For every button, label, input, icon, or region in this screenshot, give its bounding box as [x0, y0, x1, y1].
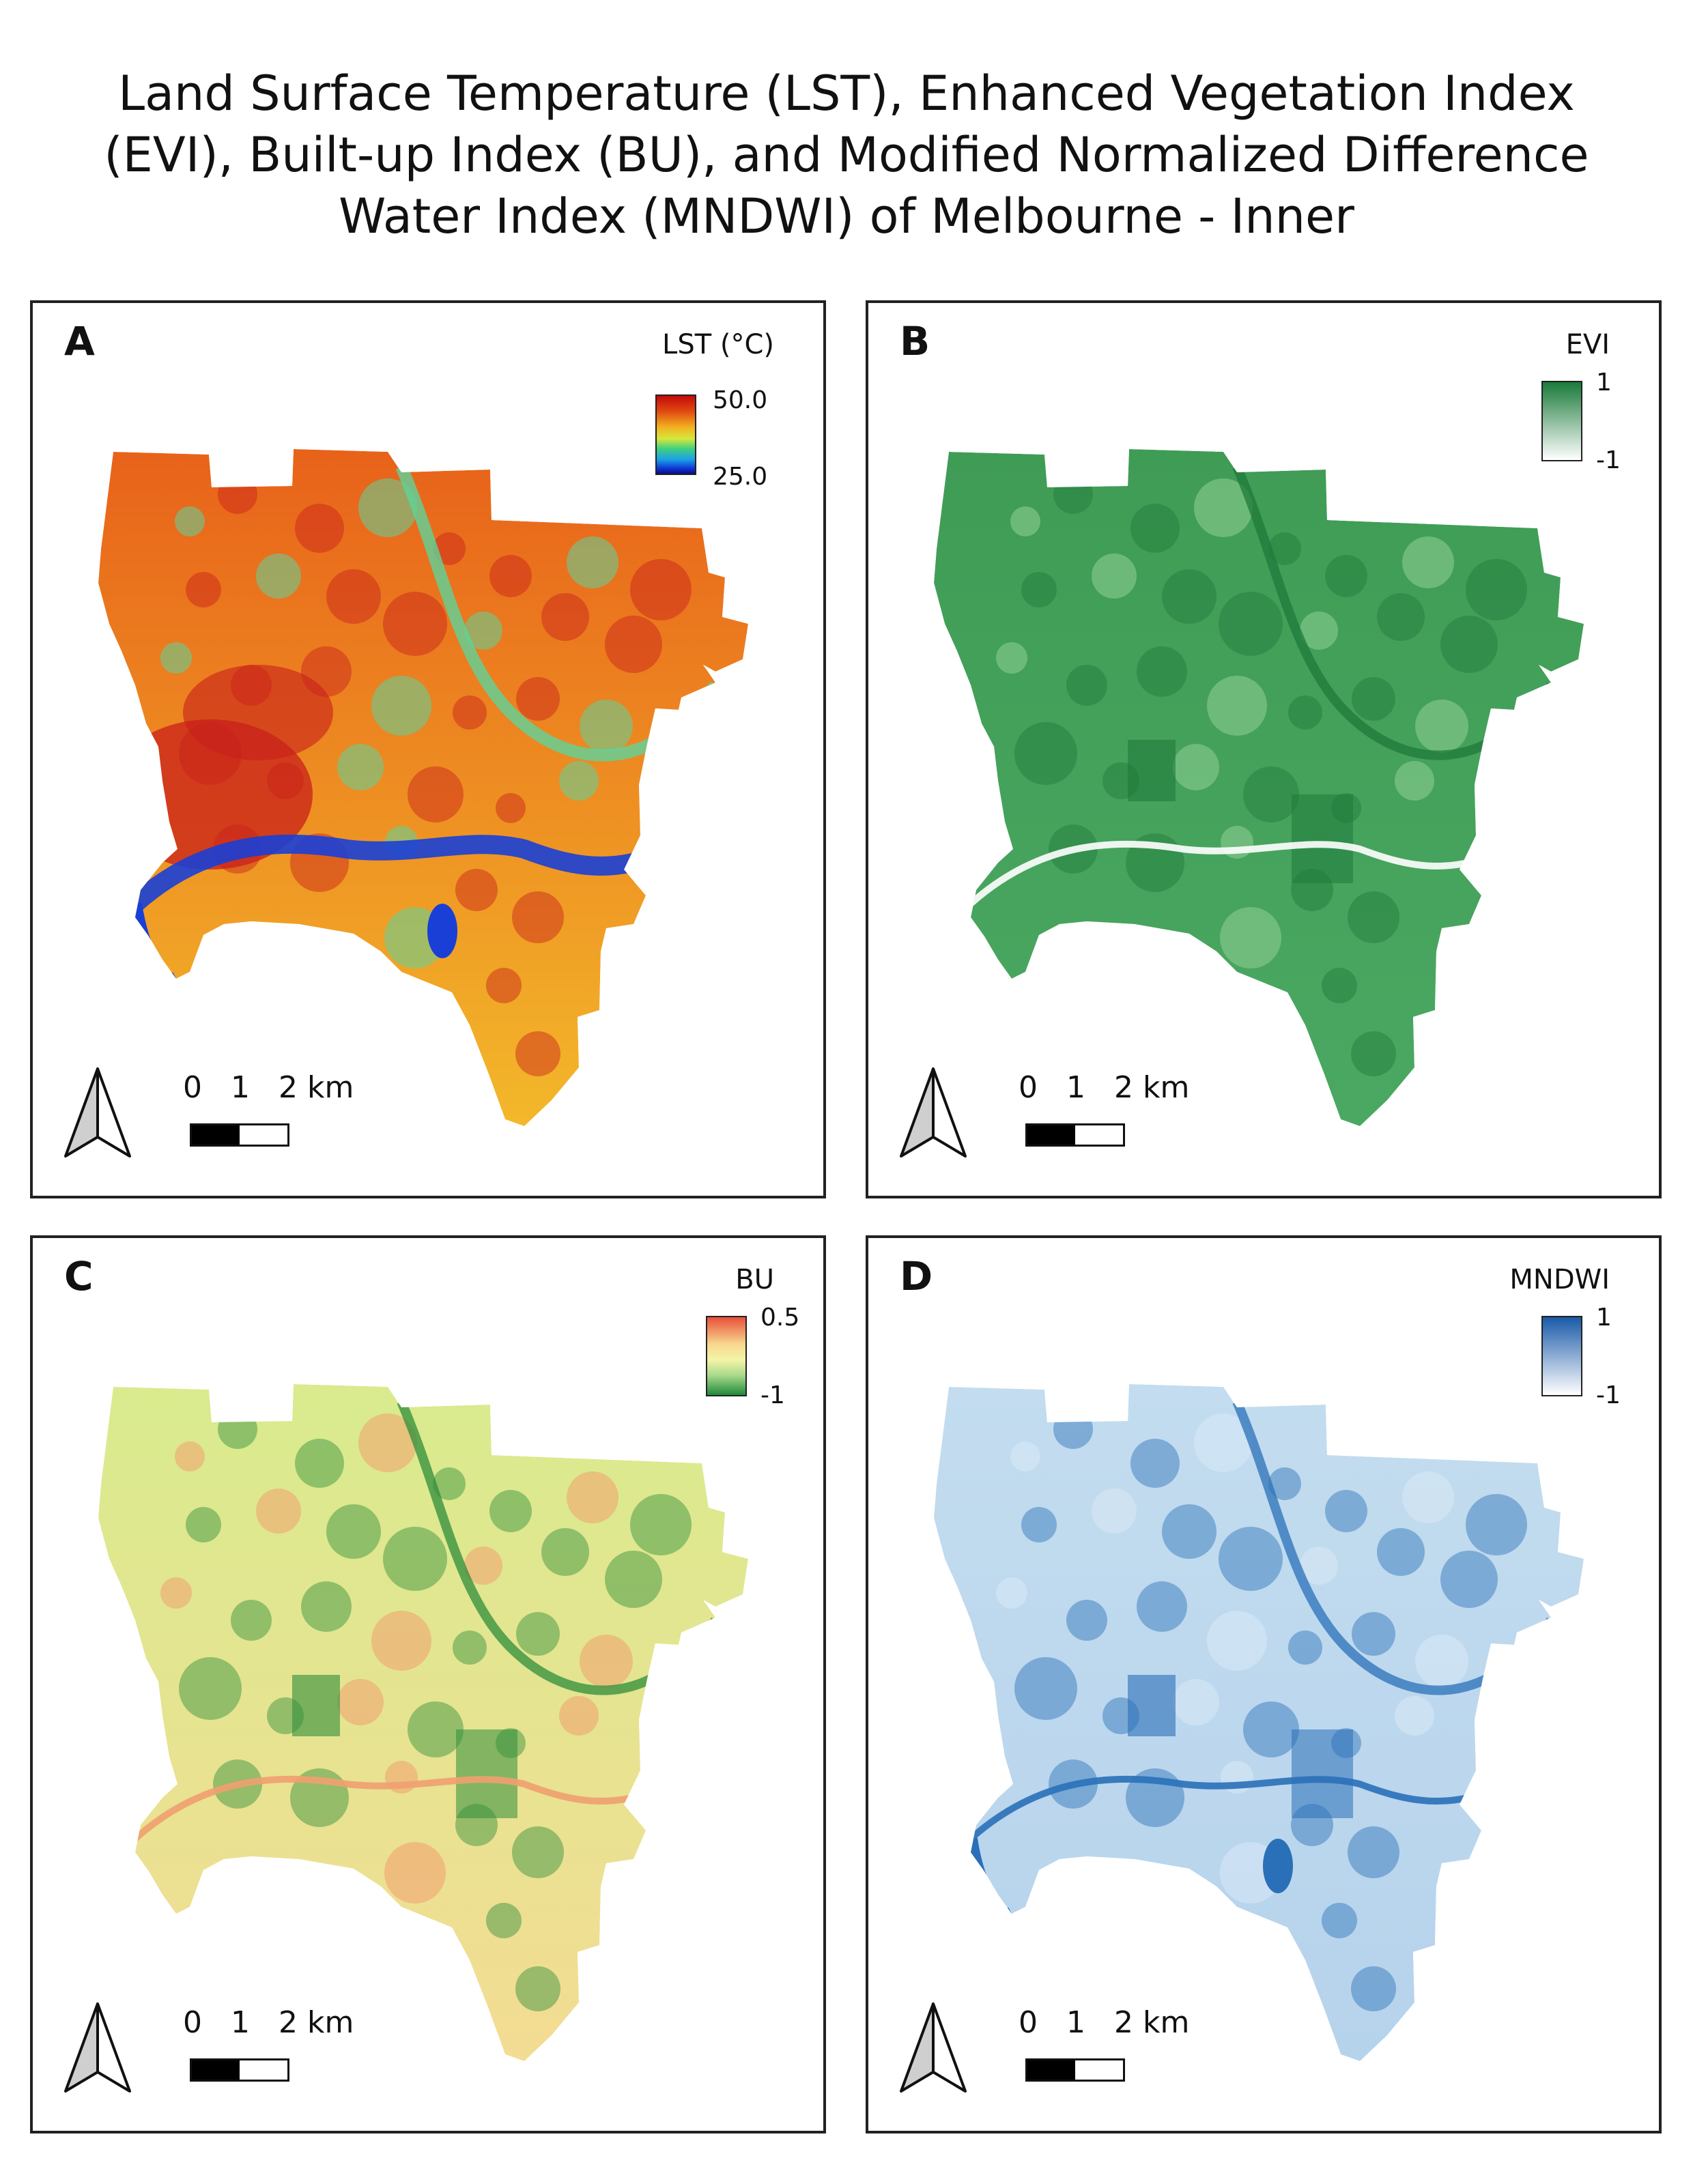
title-line-2: (EVI), Built-up Index (BU), and Modified…: [104, 127, 1589, 183]
scale-bar-graphic: [190, 2058, 289, 2082]
legend: EVI 1 -1: [1480, 329, 1621, 493]
map-raster: [98, 449, 748, 1126]
panel-letter: C: [64, 1253, 94, 1299]
legend-min-label: 25.0: [713, 463, 768, 491]
legend: LST (°C) 50.0 25.0: [644, 329, 774, 493]
map-raster: [98, 1384, 748, 2061]
north-arrow-icon: [64, 2002, 131, 2093]
map-raster: [934, 1384, 1584, 2061]
north-arrow-icon: [900, 1067, 967, 1158]
scale-label: 0: [1019, 2005, 1038, 2040]
map-panel-c: C BU 0.5 -1 0 1 2 km: [30, 1235, 826, 2133]
legend-color-ramp: [1541, 381, 1582, 461]
map-panel-a: A LST (°C) 50.0 25.0 0 1 2 km: [30, 300, 826, 1198]
panel-letter: B: [900, 318, 930, 364]
north-arrow-icon: [900, 2002, 967, 2093]
scale-label: 2 km: [279, 2005, 354, 2040]
legend-title: LST (°C): [662, 329, 774, 360]
north-arrow-icon: [64, 1067, 131, 1158]
river: [968, 839, 1526, 906]
lake: [427, 904, 457, 958]
region-fill: [98, 449, 748, 1126]
scale-label: 2 km: [1114, 1070, 1190, 1105]
panel-letter: D: [900, 1253, 933, 1299]
legend-color-ramp: [655, 394, 696, 475]
region-fill: [934, 1384, 1584, 2061]
scale-label: 2 km: [279, 1070, 354, 1105]
legend: BU 0.5 -1: [644, 1264, 799, 1428]
river: [128, 833, 693, 911]
panel-letter: A: [64, 318, 95, 364]
legend-min-label: -1: [1596, 1381, 1621, 1409]
scale-bar-graphic: [190, 1123, 289, 1147]
map-panel-b: B EVI 1 -1 0 1 2 km: [866, 300, 1662, 1198]
legend-color-ramp: [1541, 1316, 1582, 1396]
legend-title: MNDWI: [1509, 1264, 1610, 1295]
scale-label: 0: [1019, 1070, 1038, 1105]
region-fill: [98, 1384, 748, 2061]
scale-label: 2 km: [1114, 2005, 1190, 2040]
title-line-1: Land Surface Temperature (LST), Enhanced…: [118, 66, 1575, 121]
scale-label: 1: [1066, 1070, 1085, 1105]
legend-max-label: 0.5: [760, 1304, 800, 1332]
legend-color-ramp: [706, 1316, 747, 1396]
legend-min-label: -1: [1596, 446, 1621, 474]
region-fill: [934, 449, 1584, 1126]
scale-label: 1: [231, 1070, 250, 1105]
figure-title: Land Surface Temperature (LST), Enhanced…: [0, 63, 1693, 247]
scale-bar-graphic: [1025, 1123, 1125, 1147]
scale-label: 1: [231, 2005, 250, 2040]
legend-title: BU: [735, 1264, 774, 1295]
legend-min-label: -1: [760, 1381, 785, 1409]
scale-label: 0: [183, 1070, 202, 1105]
legend-max-label: 50.0: [713, 386, 768, 414]
scale-bar-graphic: [1025, 2058, 1125, 2082]
map-panel-d: D MNDWI 1 -1 0 1 2 km: [866, 1235, 1662, 2133]
map-raster: [934, 449, 1584, 1126]
legend: MNDWI 1 -1: [1480, 1264, 1621, 1428]
lake: [1263, 1839, 1293, 1893]
river: [132, 1774, 690, 1841]
scale-label: 1: [1066, 2005, 1085, 2040]
title-line-3: Water Index (MNDWI) of Melbourne - Inner: [339, 188, 1354, 244]
river: [968, 1774, 1526, 1841]
legend-max-label: 1: [1596, 369, 1612, 397]
scale-label: 0: [183, 2005, 202, 2040]
legend-title: EVI: [1565, 329, 1610, 360]
legend-max-label: 1: [1596, 1304, 1612, 1332]
